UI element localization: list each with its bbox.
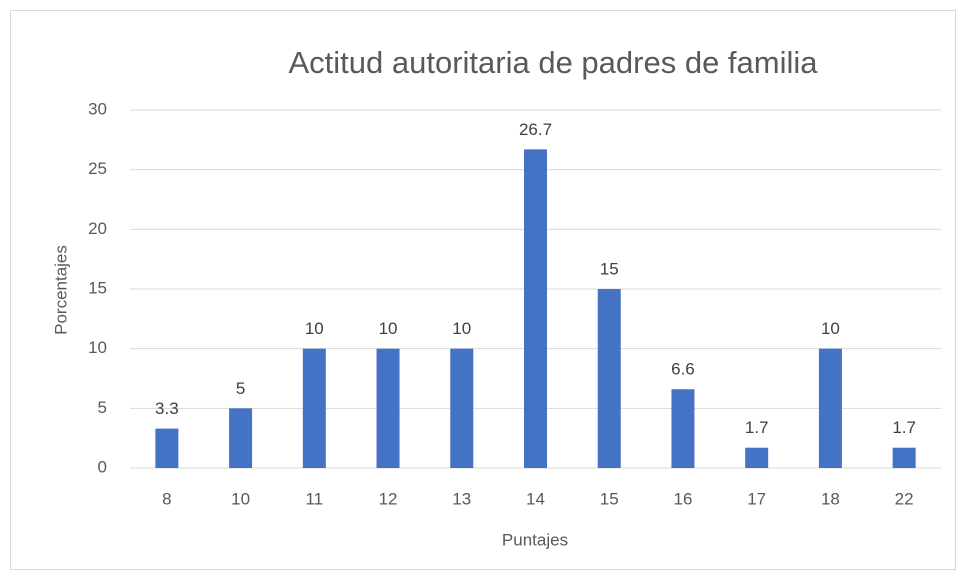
- data-label: 3.3: [155, 399, 179, 418]
- data-label: 5: [236, 379, 245, 398]
- y-axis-label: Porcentajes: [51, 245, 70, 335]
- bar: [524, 149, 547, 468]
- x-tick-label: 18: [821, 489, 840, 508]
- x-tick-label: 22: [895, 489, 914, 508]
- data-label: 26.7: [519, 120, 552, 139]
- data-label: 10: [379, 319, 398, 338]
- bar: [671, 389, 695, 468]
- x-tick-label: 12: [379, 489, 398, 508]
- bar: [597, 289, 621, 468]
- bar: [818, 348, 842, 468]
- x-tick-label: 15: [600, 489, 619, 508]
- data-label: 6.6: [671, 360, 695, 379]
- y-tick-label: 20: [88, 219, 107, 238]
- y-tick-label: 10: [88, 338, 107, 357]
- data-label: 10: [305, 319, 324, 338]
- chart-border: [10, 10, 956, 570]
- x-tick-label: 16: [673, 489, 692, 508]
- x-tick-label: 10: [231, 489, 250, 508]
- bar: [302, 348, 326, 468]
- bar: [745, 447, 769, 468]
- bar: [450, 348, 474, 468]
- data-label: 1.7: [892, 418, 916, 437]
- y-tick-label: 25: [88, 159, 107, 178]
- y-tick-label: 30: [88, 99, 107, 118]
- x-tick-label: 8: [162, 489, 171, 508]
- x-tick-label: 13: [452, 489, 471, 508]
- bar: [229, 408, 253, 468]
- x-tick-label: 14: [526, 489, 545, 508]
- y-tick-label: 5: [98, 398, 107, 417]
- data-label: 10: [821, 319, 840, 338]
- data-label: 1.7: [745, 418, 769, 437]
- y-tick-label: 15: [88, 278, 107, 297]
- data-label: 10: [452, 319, 471, 338]
- bar: [892, 447, 916, 468]
- data-label: 15: [600, 259, 619, 278]
- x-tick-label: 11: [305, 489, 323, 508]
- bar: [155, 428, 179, 468]
- bar: [376, 348, 400, 468]
- x-tick-label: 17: [747, 489, 766, 508]
- y-tick-label: 0: [98, 457, 107, 476]
- x-axis-label: Puntajes: [502, 530, 568, 549]
- chart-title: Actitud autoritaria de padres de familia: [288, 45, 818, 80]
